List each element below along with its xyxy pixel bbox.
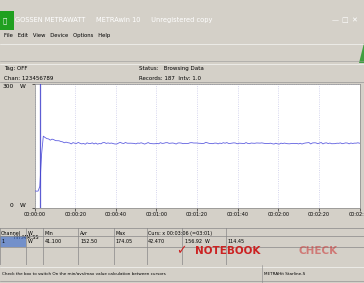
Text: Curs: x 00:03:06 (=03:01): Curs: x 00:03:06 (=03:01) <box>148 231 212 236</box>
Text: METRAHit Starline-S: METRAHit Starline-S <box>264 272 305 276</box>
Text: HH:MM:SS: HH:MM:SS <box>13 235 39 240</box>
Text: File   Edit   View   Device   Options   Help: File Edit View Device Options Help <box>4 33 110 38</box>
Text: 152.50: 152.50 <box>80 239 97 244</box>
Text: Status:   Browsing Data: Status: Browsing Data <box>139 66 203 71</box>
Text: 🔧: 🔧 <box>2 17 7 24</box>
Text: □: □ <box>341 17 348 23</box>
Text: 174.05: 174.05 <box>116 239 133 244</box>
Text: 300: 300 <box>2 84 13 89</box>
Text: 0: 0 <box>10 203 13 208</box>
Text: ✕: ✕ <box>352 17 357 23</box>
Text: W: W <box>28 239 33 244</box>
Text: Tag: OFF: Tag: OFF <box>4 66 28 71</box>
Text: Channel: Channel <box>1 231 21 236</box>
Text: Min: Min <box>44 231 53 236</box>
Text: 42.470: 42.470 <box>148 239 165 244</box>
Text: —: — <box>331 17 339 23</box>
Text: W: W <box>28 231 32 236</box>
Text: Max: Max <box>115 231 126 236</box>
Text: 1: 1 <box>1 239 5 244</box>
Text: CHECK: CHECK <box>298 246 337 256</box>
Text: Records: 187  Intv: 1.0: Records: 187 Intv: 1.0 <box>139 76 201 81</box>
Text: ✓: ✓ <box>176 244 187 257</box>
Bar <box>0 236 26 247</box>
Text: GOSSEN METRAWATT     METRAwin 10     Unregistered copy: GOSSEN METRAWATT METRAwin 10 Unregistere… <box>15 17 212 23</box>
Text: Chan: 123456789: Chan: 123456789 <box>4 76 54 81</box>
Text: Check the box to switch On the min/avs/max value calculation between cursors: Check the box to switch On the min/avs/m… <box>2 272 166 276</box>
Text: 114.45: 114.45 <box>228 239 245 244</box>
Text: NOTEBOOK: NOTEBOOK <box>195 246 261 256</box>
Bar <box>0 11 14 30</box>
Polygon shape <box>359 43 364 63</box>
Text: W: W <box>20 203 26 208</box>
Text: W: W <box>20 84 26 89</box>
Text: Avr: Avr <box>80 231 88 236</box>
Text: 156.92  W: 156.92 W <box>185 239 209 244</box>
Text: 41.100: 41.100 <box>44 239 62 244</box>
